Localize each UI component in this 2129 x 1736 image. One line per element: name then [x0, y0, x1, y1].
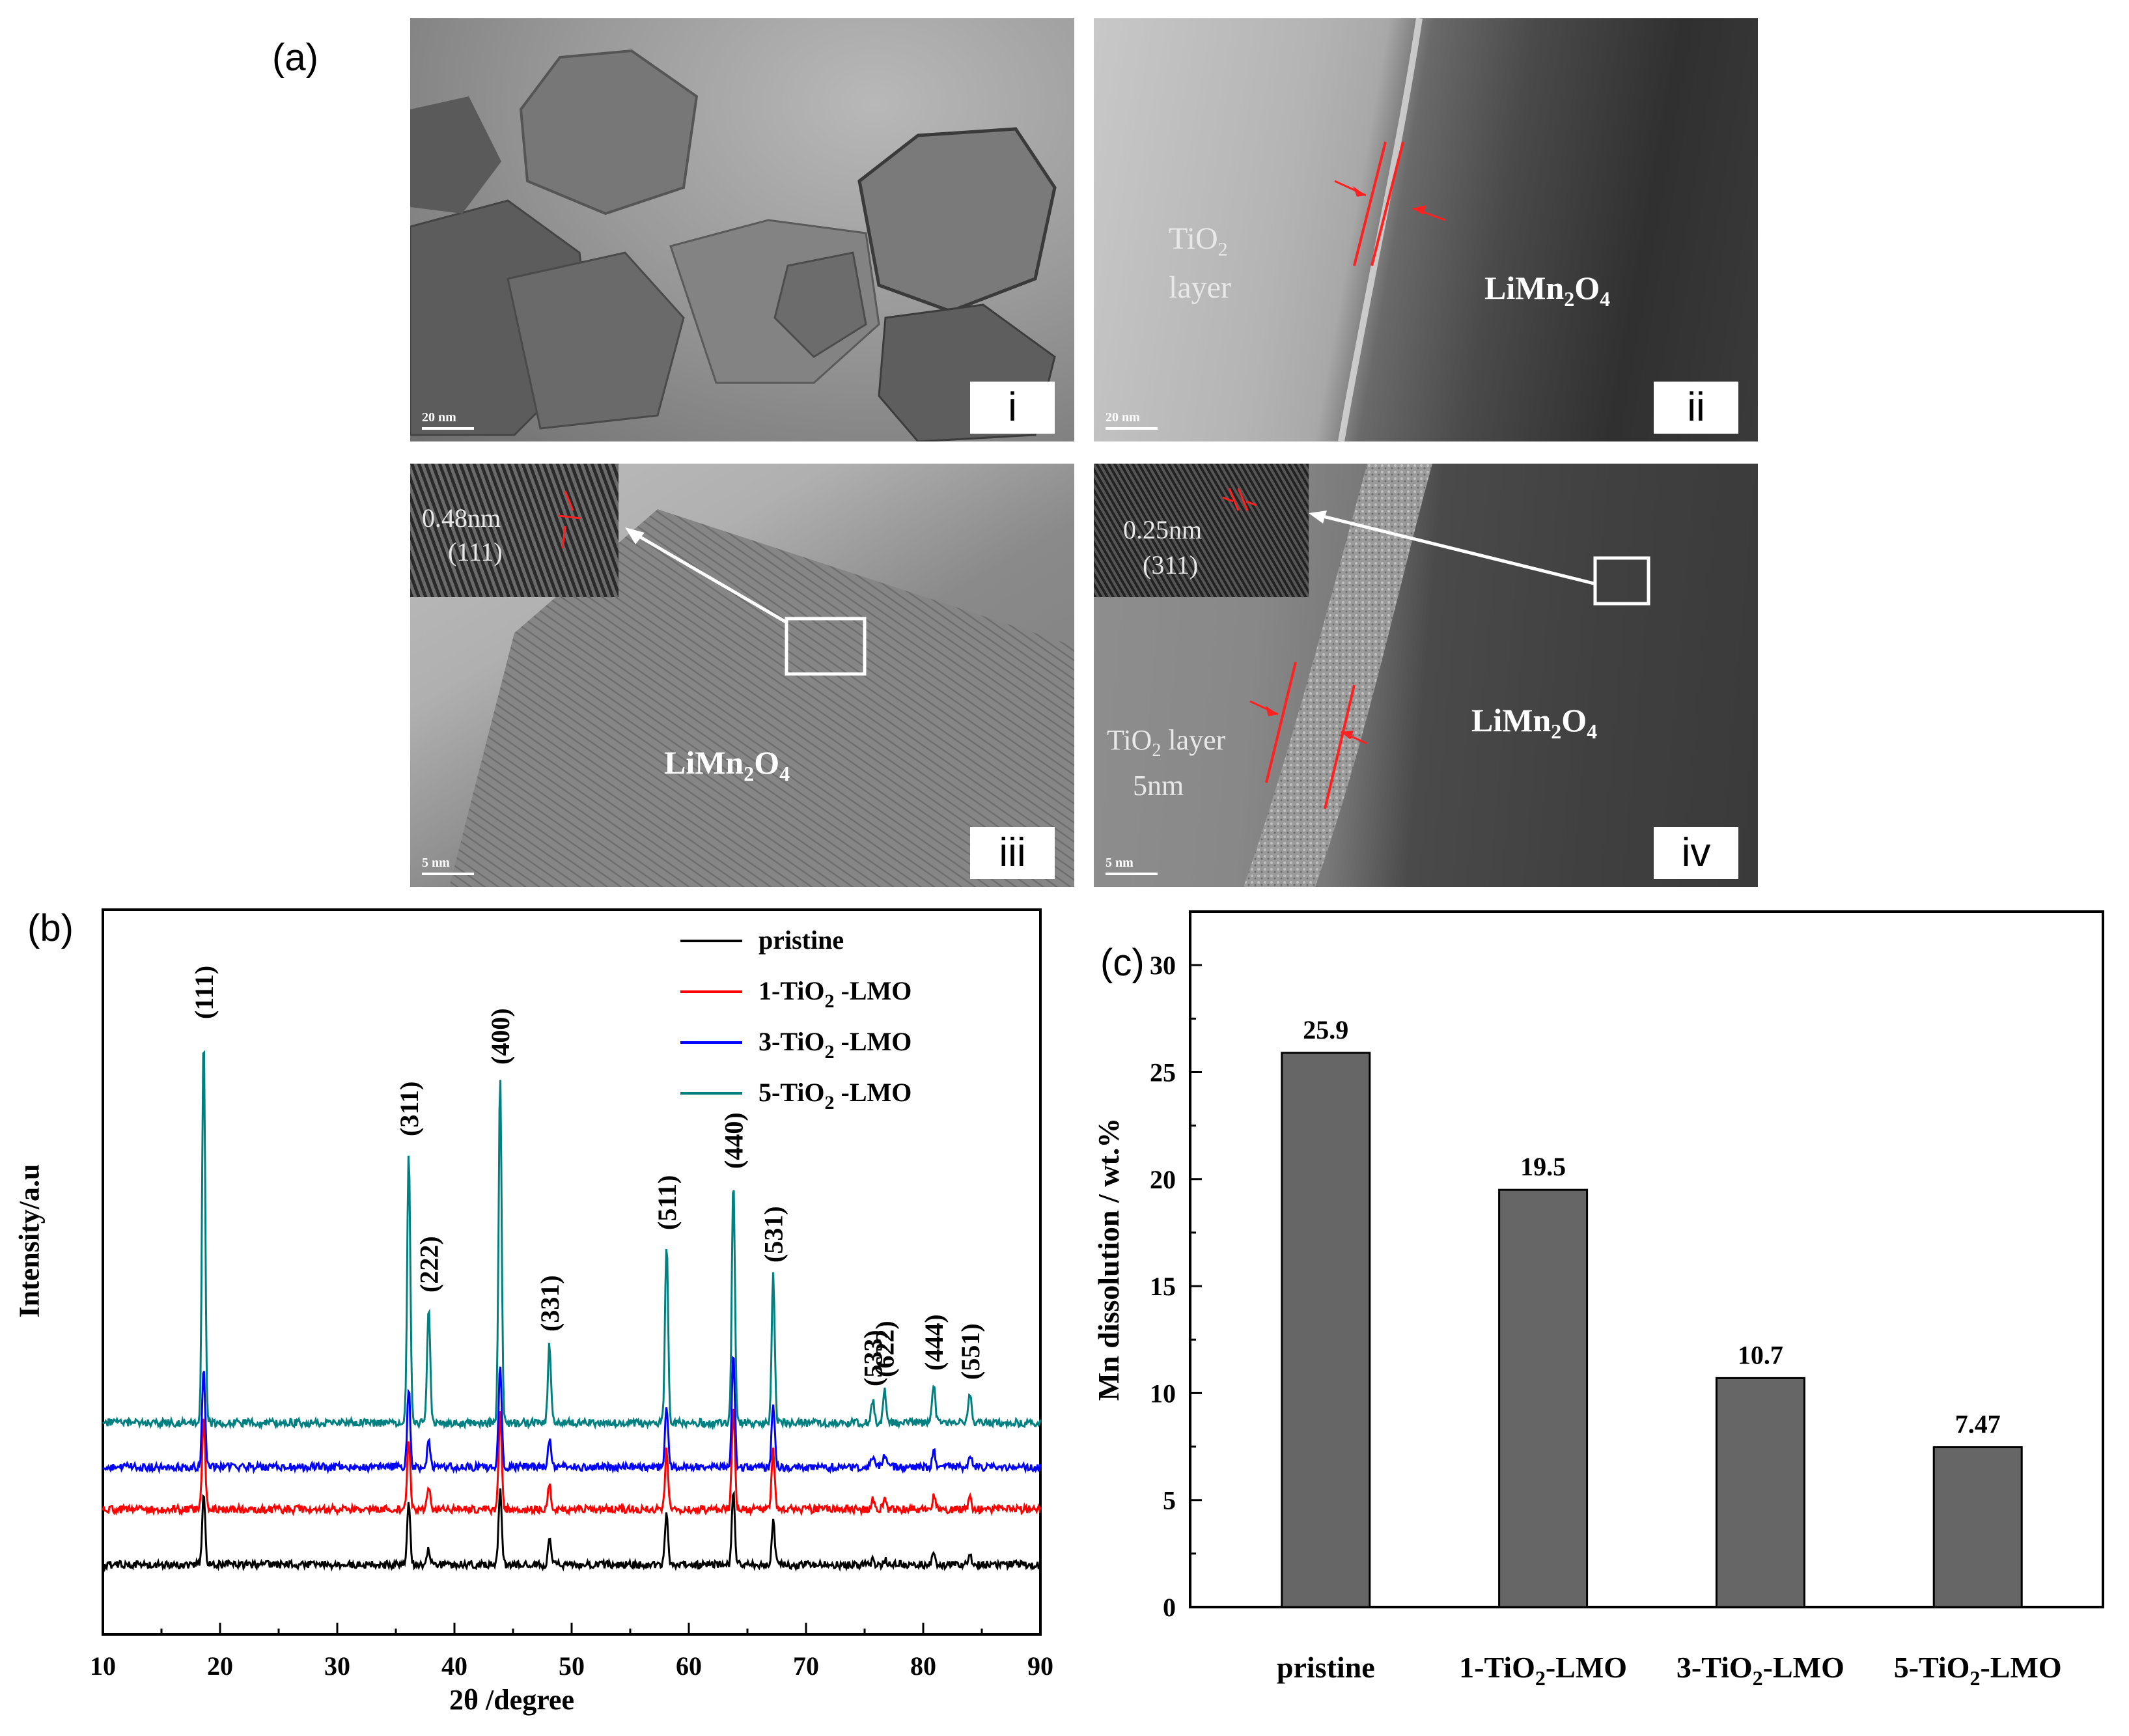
panel-b-letter: (b) [27, 907, 74, 949]
xrd-xtick-label: 90 [1027, 1651, 1053, 1681]
scalebar-ii [1106, 427, 1158, 430]
lattice-spacing-marker-iv [1222, 488, 1257, 511]
xrd-xtick-label: 80 [910, 1651, 936, 1681]
bar [1498, 1188, 1589, 1608]
xrd-xtick-label: 50 [559, 1651, 585, 1681]
bar-category-label: 5-TiO2-LMO [1894, 1651, 2062, 1690]
scalebar-iii [422, 873, 474, 875]
xrd-series-line [102, 1488, 1040, 1573]
bar-category-label: 1-TiO2-LMO [1459, 1651, 1627, 1690]
xrd-peak-label: (622) [870, 1321, 900, 1377]
bar-value-label: 19.5 [1520, 1152, 1566, 1181]
tem-interface-ii [1334, 18, 1446, 441]
xrd-peak-label: (440) [719, 1112, 748, 1169]
xrd-legend-label: 1-TiO2 -LMO [758, 976, 911, 1012]
lmo-label-ii: LiMn2O4 [1484, 270, 1611, 311]
xrd-xtick-label: 10 [90, 1651, 116, 1681]
xrd-peak-label: (511) [652, 1175, 682, 1230]
scalebar-text-iv: 5 nm [1106, 856, 1134, 870]
xrd-peak-label: (400) [486, 1008, 515, 1065]
xrd-chart: 10 20 30 40 50 60 70 80 90 (111) (311) (222) (400) (… [90, 908, 1053, 1681]
xrd-ylabel: Intensity/a.u [13, 1164, 46, 1318]
tem-image-iv: 0.25nm (311) TiO2 layer 5nm LiMn2O4 5 nm… [1094, 464, 1758, 887]
tem-image-iii: 0.48nm (111) LiMn2O4 5 nm iii [410, 464, 1074, 887]
xrd-series-line [102, 1356, 1042, 1475]
subpanel-label-i: i [970, 382, 1055, 434]
lattice-spacing-marker-iii [558, 490, 581, 549]
bar-ytick-label: 25 [1150, 1057, 1176, 1087]
tem-image-ii: TiO2 layer LiMn2O4 20 nm ii [1094, 18, 1758, 441]
xrd-xtick-label: 40 [441, 1651, 467, 1681]
xrd-series-line [102, 1408, 1042, 1517]
xrd-peak-label: (444) [919, 1314, 949, 1371]
bar-chart: 0 5 10 15 20 25 30 Mn dissolution / wt.% 25.9 pr… [1092, 910, 2104, 1690]
bar-value-label: 25.9 [1303, 1015, 1348, 1044]
bar-value-label: 10.7 [1738, 1340, 1783, 1369]
tio2-layer-label-iv: TiO2 layer 5nm [1107, 724, 1226, 802]
xrd-legend-label: 3-TiO2 -LMO [758, 1027, 911, 1063]
subpanel-label-iii: iii [970, 827, 1055, 879]
bar [1932, 1446, 2023, 1608]
plane-label-iii: (111) [448, 537, 503, 567]
bar-value-label: 7.47 [1955, 1410, 2001, 1439]
xrd-xtick-label: 70 [793, 1651, 819, 1681]
xrd-peak-label: (533) [859, 1330, 888, 1386]
bar-ytick-label: 30 [1150, 951, 1176, 980]
scalebar-text-iii: 5 nm [422, 856, 450, 870]
xrd-xtick-label: 60 [676, 1651, 702, 1681]
bar-ytick-label: 15 [1150, 1272, 1176, 1301]
panel-a-letter: (a) [272, 36, 318, 79]
scalebar-text-ii: 20 nm [1106, 410, 1140, 425]
bar [1715, 1377, 1805, 1608]
bar-plot-frame [1189, 910, 2104, 1608]
subpanel-label-iv: iv [1654, 827, 1738, 879]
xrd-xlabel: 2θ /degree [449, 1684, 574, 1716]
lmo-label-iii: LiMn2O4 [664, 744, 790, 785]
xrd-legend-label: 5-TiO2 -LMO [758, 1078, 911, 1113]
bar-ylabel: Mn dissolution / wt.% [1092, 1118, 1125, 1401]
bar-category-label: 3-TiO2-LMO [1677, 1651, 1844, 1690]
bar-ytick-label: 10 [1150, 1379, 1176, 1408]
scalebar-text-i: 20 nm [422, 410, 456, 425]
xrd-xtick-label: 30 [324, 1651, 350, 1681]
xrd-legend-label: pristine [758, 925, 844, 955]
subpanel-label-ii: ii [1654, 382, 1738, 434]
spacing-label-iv: 0.25nm [1123, 515, 1203, 544]
xrd-peak-label: (222) [414, 1236, 443, 1293]
tem-lattice-iii [449, 509, 1074, 887]
xrd-peak-label: (311) [395, 1082, 424, 1136]
tem-particles-i [410, 49, 1057, 441]
xrd-peak-label: (551) [956, 1323, 985, 1380]
xrd-peak-label: (111) [189, 966, 219, 1019]
bar-category-label: pristine [1277, 1651, 1375, 1684]
scalebar-i [422, 427, 474, 430]
bar-ytick-label: 0 [1163, 1593, 1176, 1622]
tem-image-i: 20 nm i [410, 18, 1074, 441]
tem-coating-iv [1244, 464, 1650, 887]
panel-c-letter: (c) [1100, 942, 1145, 984]
tio2-layer-label-ii: TiO2 layer [1169, 221, 1231, 305]
lmo-label-iv: LiMn2O4 [1471, 702, 1598, 743]
xrd-plot-frame [102, 908, 1042, 1636]
hrtem-inset-iii: 0.48nm (111) [410, 464, 619, 597]
spacing-label-iii: 0.48nm [422, 503, 501, 533]
plane-label-iv: (311) [1143, 550, 1199, 580]
bar-ytick-label: 5 [1163, 1486, 1176, 1515]
xrd-peak-label: (331) [535, 1275, 564, 1332]
xrd-xtick-label: 20 [207, 1651, 233, 1681]
scalebar-iv [1106, 873, 1158, 875]
bar [1281, 1052, 1371, 1608]
xrd-peak-label: (531) [759, 1206, 788, 1263]
hrtem-inset-iv: 0.25nm (311) [1094, 464, 1309, 597]
bar-ytick-label: 20 [1150, 1165, 1176, 1194]
xrd-series-line [102, 1050, 1042, 1431]
